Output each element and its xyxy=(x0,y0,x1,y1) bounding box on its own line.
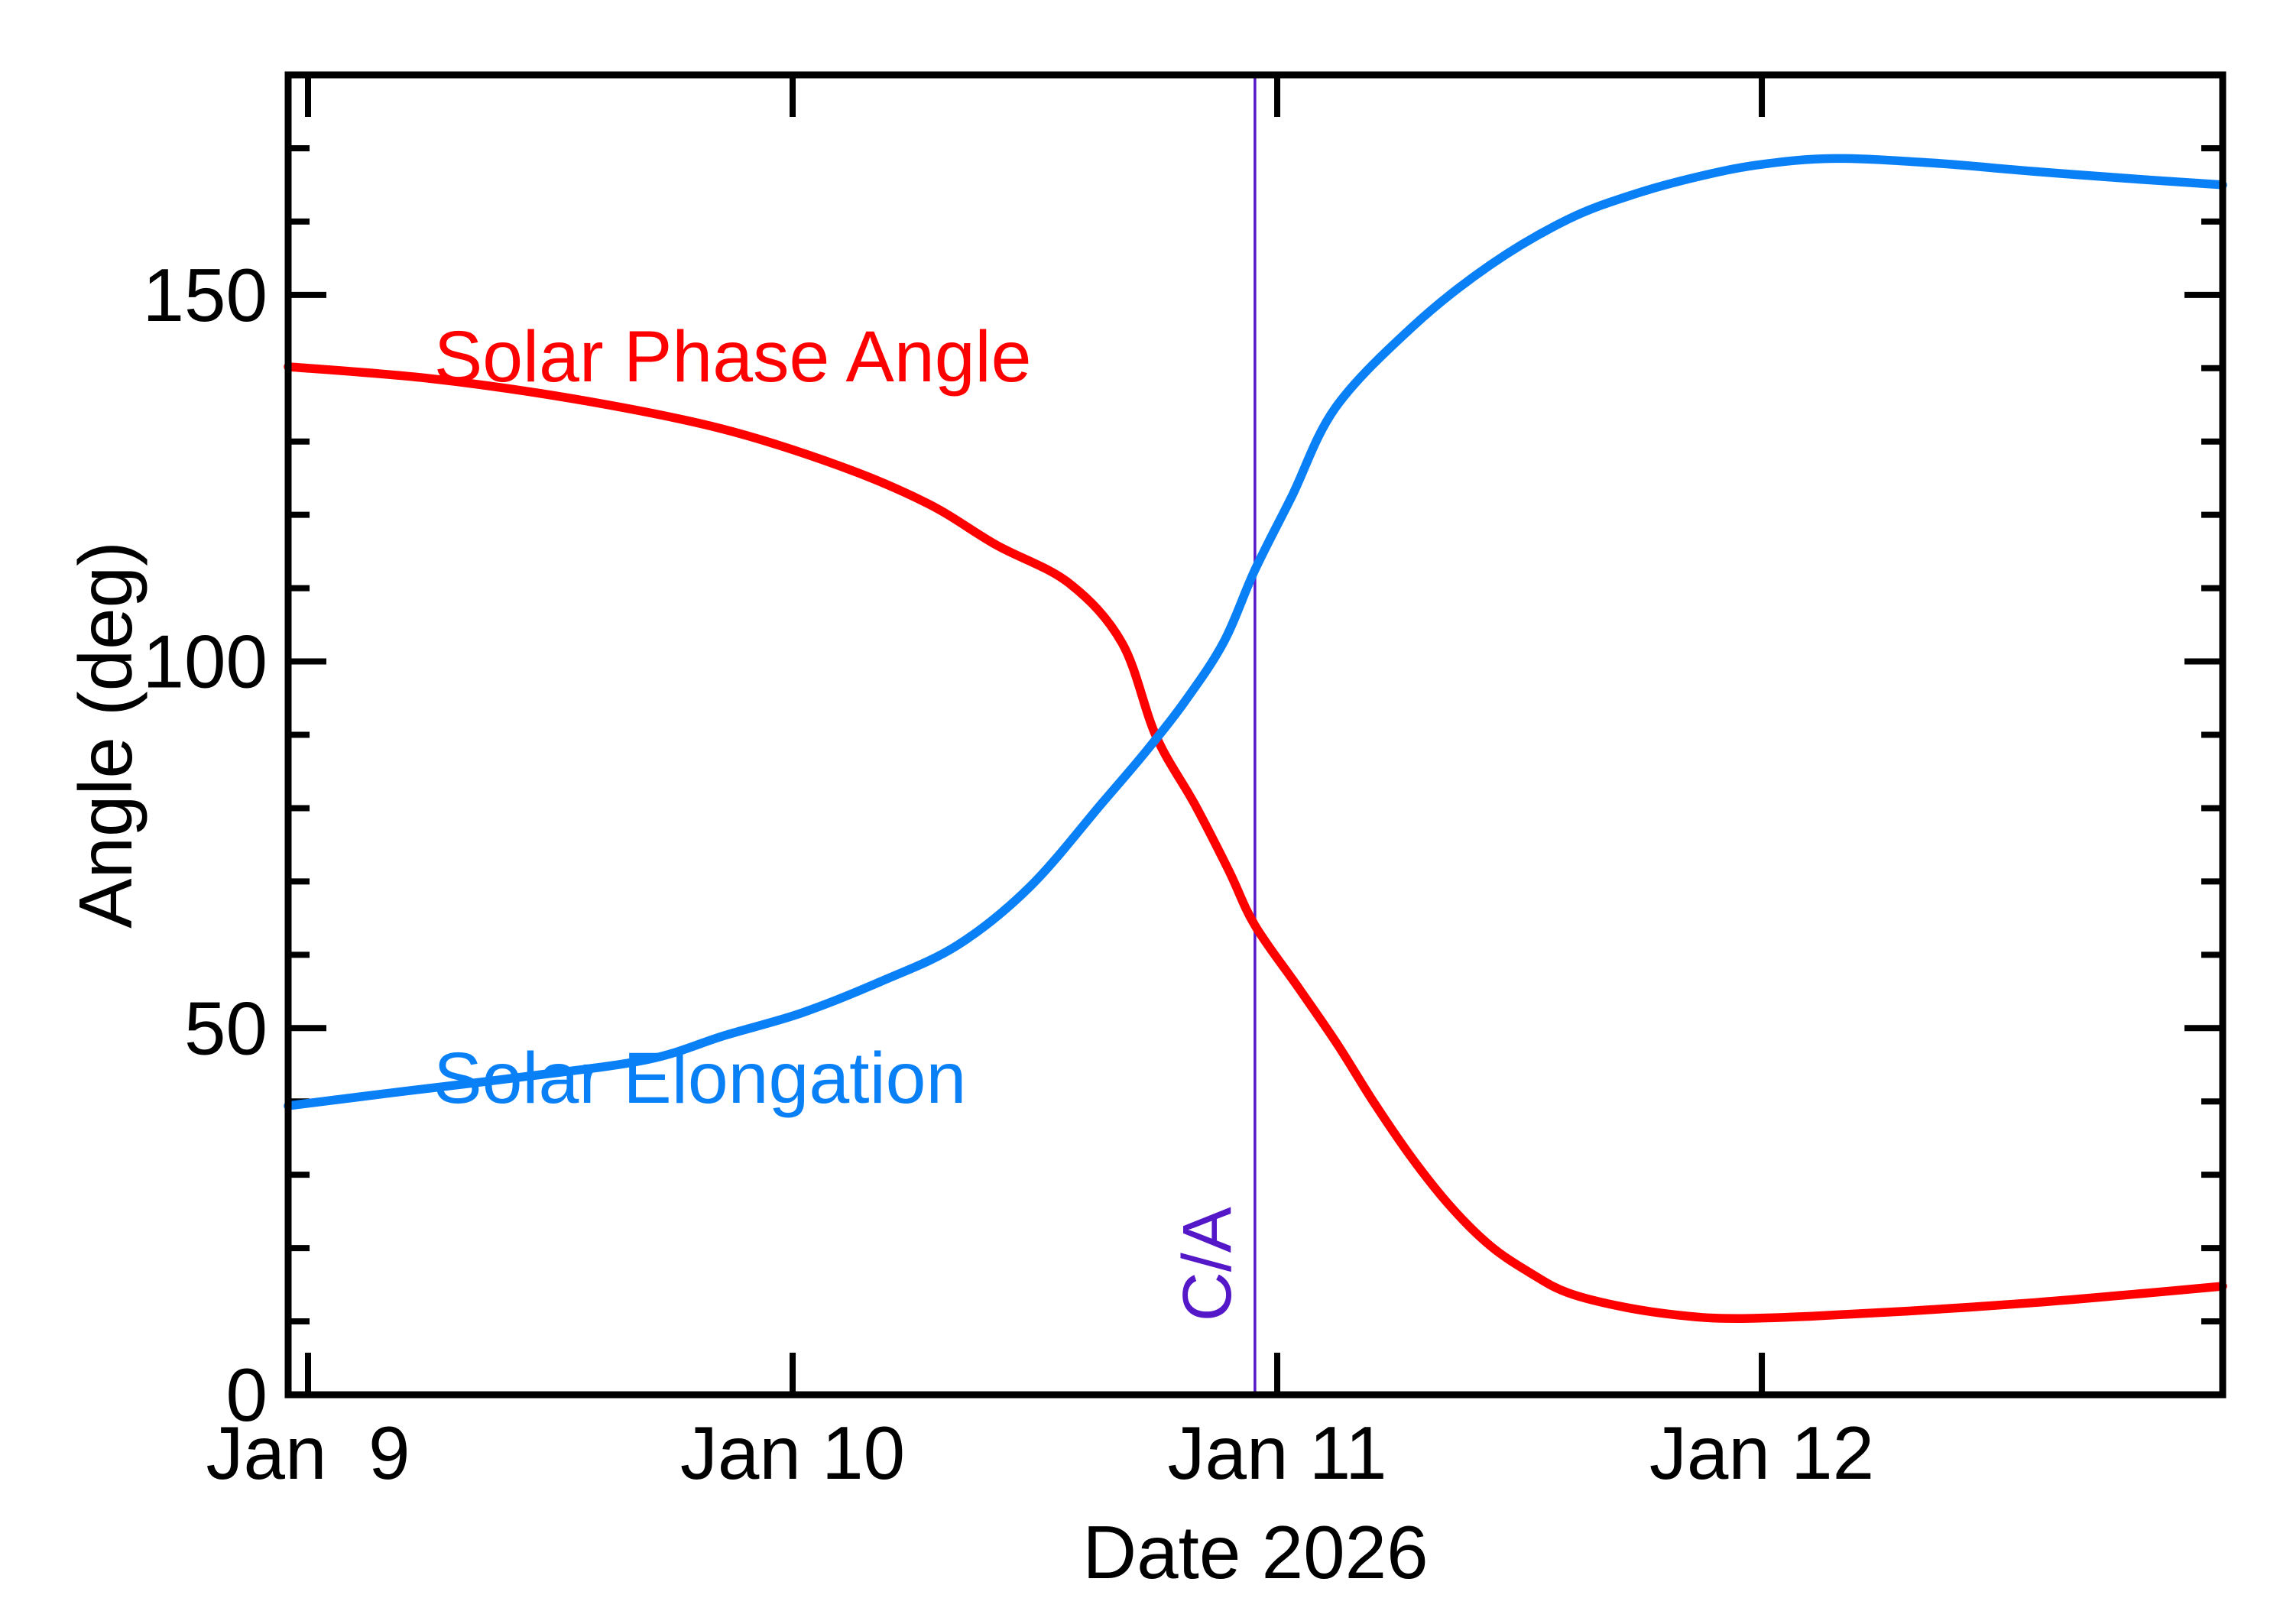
solar-elongation-line xyxy=(284,154,2227,1110)
y-tick-label: 150 xyxy=(142,253,268,337)
solar-elongation-label: Solar Elongation xyxy=(433,1038,966,1119)
x-tick-label: Jan 10 xyxy=(680,1411,905,1495)
x-tick-label: Jan 12 xyxy=(1649,1411,1874,1495)
plot-area-border xyxy=(284,71,2227,1399)
close-approach-label: C/A xyxy=(1169,1207,1246,1321)
data-series xyxy=(284,154,2227,1323)
y-tick-label: 100 xyxy=(142,620,268,704)
axis-ticks xyxy=(288,72,2223,1398)
y-tick-label: 50 xyxy=(184,986,268,1070)
x-tick-label: Jan 9 xyxy=(206,1411,410,1495)
y-tick-label: 0 xyxy=(225,1353,268,1437)
solar-phase-angle-line xyxy=(284,362,2227,1323)
solar-phase-angle-label: Solar Phase Angle xyxy=(434,316,1032,397)
x-axis-title: Date 2026 xyxy=(1082,1510,1428,1594)
y-axis-title: Angle (deg) xyxy=(63,541,148,929)
text-labels: Date 2026 Angle (deg) Solar Phase Angle … xyxy=(63,253,1874,1594)
x-tick-label: Jan 11 xyxy=(1168,1411,1387,1495)
